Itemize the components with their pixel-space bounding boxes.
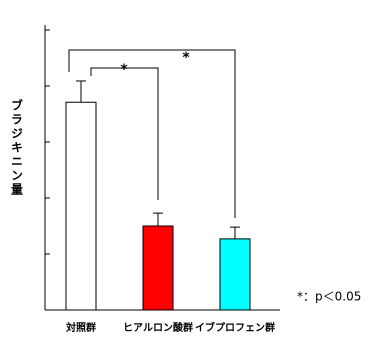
x-tick-label: イブプロフェン群 [195,321,275,334]
bracket [68,49,236,218]
y-axis-label: ブラジキニン量 [10,98,24,197]
bar [65,101,97,311]
x-tick-label: 対照群 [65,321,96,334]
bar [142,225,174,311]
bar [219,238,251,311]
significance-mark: * [182,50,190,66]
note: *：p＜0.05 [297,290,361,304]
bracket [90,67,159,200]
x-tick-label: ヒアルロン酸群 [123,321,193,334]
significance-mark: * [120,62,128,78]
